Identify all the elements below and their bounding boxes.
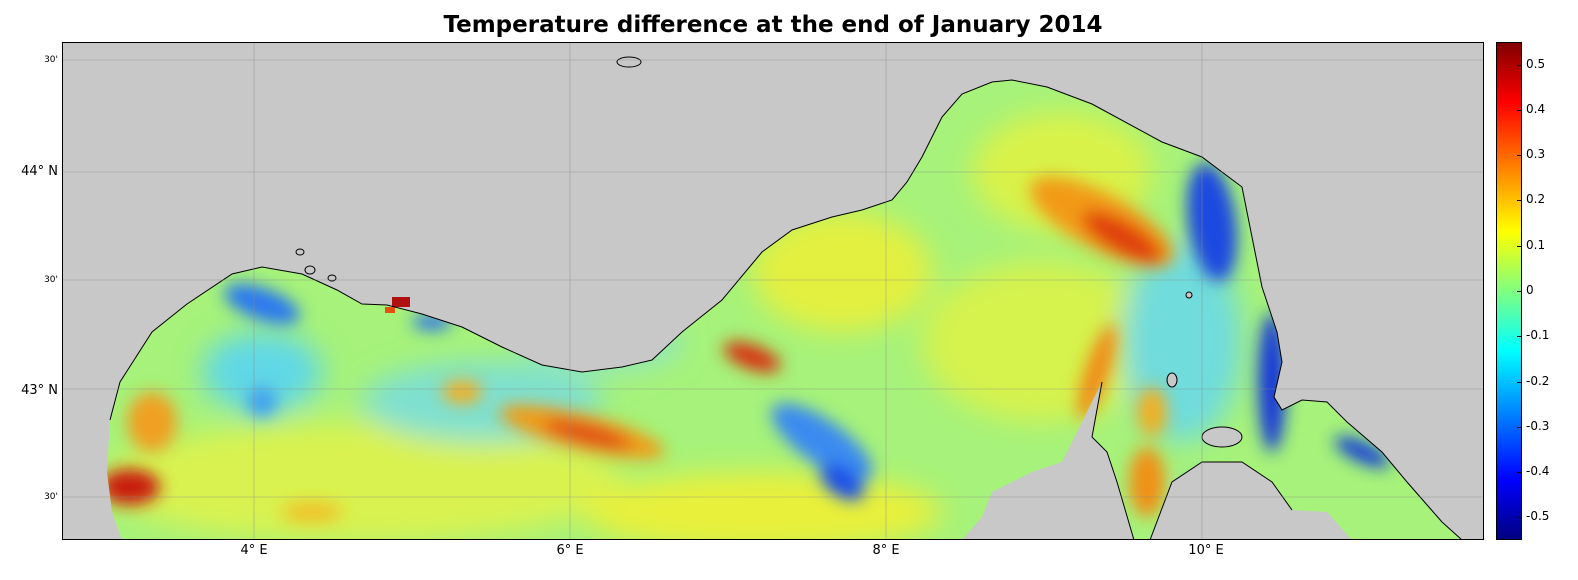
- colorbar-tick-label: 0.1: [1526, 237, 1546, 252]
- colorbar-tick-label: -0.5: [1526, 509, 1550, 524]
- corsica-cape: [1091, 381, 1135, 540]
- colorbar-tick-mark: [1517, 517, 1522, 519]
- colorbar-tick-mark: [1517, 245, 1522, 247]
- colorbar-tick-mark: [1517, 155, 1522, 157]
- lat-label-44-30: 30': [44, 55, 58, 65]
- colorbar-tick-mark: [1517, 109, 1522, 111]
- colorbar-tick-label: 0: [1526, 283, 1534, 297]
- lat-label-43n: 43° N: [21, 383, 58, 398]
- colorbar-tick-label: -0.2: [1526, 373, 1550, 388]
- temperature-difference-map: [62, 42, 1484, 540]
- colorbar-tick-mark: [1517, 200, 1522, 202]
- lat-label-42-30: 30': [44, 492, 58, 502]
- corsica-coastline: [1149, 461, 1293, 540]
- colorbar-tick-label: -0.3: [1526, 418, 1550, 433]
- lon-label-10e: 10° E: [1188, 543, 1224, 558]
- colorbar-tick-mark: [1517, 426, 1522, 428]
- colorbar-tick-label: -0.1: [1526, 328, 1550, 343]
- colorbar-tick-label: -0.4: [1526, 464, 1550, 479]
- coastline-islands: [295, 56, 1243, 448]
- lon-label-6e: 6° E: [556, 543, 584, 558]
- rhone-delta-hotspot: [385, 297, 410, 313]
- lat-label-44n: 44° N: [21, 164, 58, 179]
- colorbar-tick-label: 0.2: [1526, 192, 1546, 207]
- colorbar-tick-mark: [1517, 381, 1522, 383]
- lon-label-8e: 8° E: [872, 543, 900, 558]
- lon-label-4e: 4° E: [240, 543, 268, 558]
- colorbar-tick-label: 0.3: [1526, 147, 1546, 162]
- colorbar-tick-label: 0.5: [1526, 56, 1546, 71]
- colorbar-tick-mark: [1517, 291, 1522, 292]
- colorbar-tick-mark: [1517, 336, 1522, 338]
- colorbar-tick-label: 0.4: [1526, 101, 1546, 116]
- colorbar-tick-mark: [1517, 472, 1522, 474]
- map-title: Temperature difference at the end of Jan…: [443, 12, 1103, 38]
- coastline: [109, 79, 1463, 540]
- graticule: [62, 42, 1484, 540]
- lat-label-43-30: 30': [44, 275, 58, 285]
- colorbar-tick-mark: [1517, 64, 1522, 66]
